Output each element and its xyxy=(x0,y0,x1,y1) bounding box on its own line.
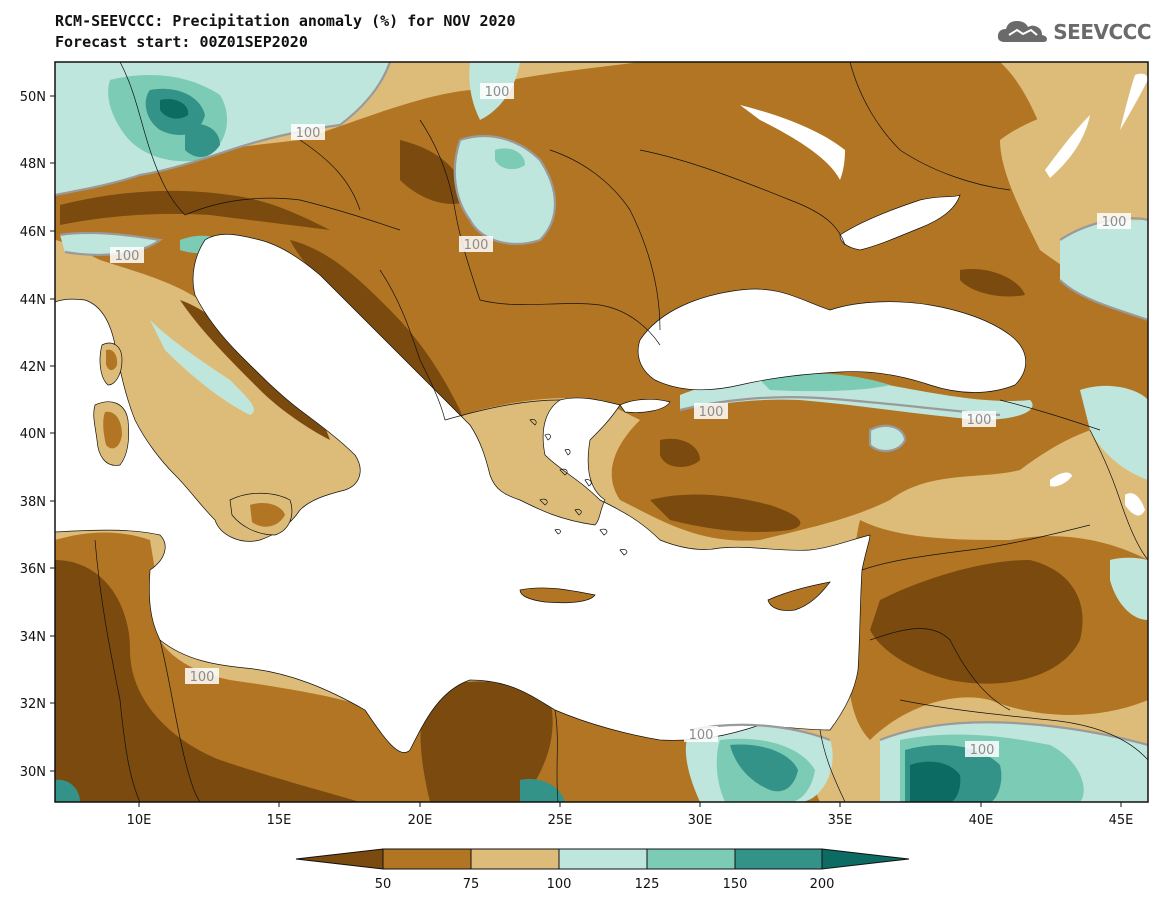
very-dry-north xyxy=(400,140,470,204)
forecast-start: Forecast start: 00Z01SEP2020 xyxy=(55,33,308,51)
contour-label: 100 xyxy=(689,728,714,743)
lon-label-25e: 25E xyxy=(548,813,573,828)
extreme-wet-core-germany xyxy=(160,98,189,119)
lon-label-15e: 15E xyxy=(267,813,292,828)
very-wet-core-poland xyxy=(185,123,220,157)
colorbar-labels: 50 75 100 125 150 200 xyxy=(375,877,835,892)
missing-data-sliver xyxy=(740,105,845,180)
lat-label-38n: 38N xyxy=(20,495,46,510)
very-dry-syria xyxy=(870,560,1083,684)
sea-mediterranean xyxy=(55,233,871,753)
colorbar-segment-lt50 xyxy=(295,848,384,870)
very-dry-alps xyxy=(60,190,330,230)
very-dry-turkey-south xyxy=(650,494,801,532)
colorbar-segment-gt200 xyxy=(821,848,910,870)
colorbar-segment-100-125 xyxy=(558,848,648,870)
lat-label-40n: 40N xyxy=(20,427,46,442)
very-dry-caucasus xyxy=(960,269,1025,297)
sea-black xyxy=(637,288,1027,393)
contour-label: 100 xyxy=(296,126,321,141)
wet-region-northeast xyxy=(1000,90,1148,250)
very-wet-core-sinai xyxy=(730,744,798,792)
map-frame xyxy=(54,61,1149,803)
dry-region-north-africa xyxy=(55,532,820,802)
lon-label-30e: 30E xyxy=(688,813,713,828)
island-crete xyxy=(519,587,596,604)
colorbar-segment-125-150 xyxy=(646,848,736,870)
country-borders xyxy=(94,62,1148,802)
contour-label: 100 xyxy=(1102,215,1127,230)
colorbar-label-125: 125 xyxy=(635,877,660,892)
lat-label-32n: 32N xyxy=(20,697,46,712)
lat-label-50n: 50N xyxy=(20,90,46,105)
sea-marmara xyxy=(619,398,671,413)
island-cyprus xyxy=(767,581,831,611)
colorbar-segment-150-200 xyxy=(734,848,823,870)
colorbar-label-150: 150 xyxy=(723,877,748,892)
colorbar-segment-50-75 xyxy=(382,848,472,870)
lon-ticks xyxy=(138,802,1122,807)
aegean-islands xyxy=(529,419,628,556)
island-corsica-core xyxy=(106,349,118,371)
colorbar-label-75: 75 xyxy=(463,877,480,892)
island-sardinia-core xyxy=(103,411,122,449)
missing-data-sliver-4 xyxy=(1050,472,1072,487)
contour-label: 100 xyxy=(970,743,995,758)
lat-label-42n: 42N xyxy=(20,360,46,375)
wet-region-turkey-lake xyxy=(870,425,905,452)
contour-label: 100 xyxy=(190,670,215,685)
wet-region-iraq xyxy=(1110,557,1148,620)
logo-text: SEEVCCC xyxy=(1053,20,1151,44)
lat-label-48n: 48N xyxy=(20,157,46,172)
lon-labels: 10E 15E 20E 25E 30E 35E 40E 45E xyxy=(127,813,1134,828)
lat-label-44n: 44N xyxy=(20,293,46,308)
contour-label: 100 xyxy=(485,85,510,100)
sea-azov xyxy=(839,194,961,251)
anomaly-field xyxy=(55,62,1148,802)
missing-data-sliver-2 xyxy=(1120,73,1148,130)
colorbar-label-50: 50 xyxy=(375,877,392,892)
map-title: RCM-SEEVCCC: Precipitation anomaly (%) f… xyxy=(55,12,516,30)
lat-label-30n: 30N xyxy=(20,765,46,780)
cloud-icon xyxy=(998,21,1048,42)
very-wet-core-libya xyxy=(55,779,80,802)
contour-label: 100 xyxy=(115,249,140,264)
missing-data-sliver-3 xyxy=(1045,115,1090,178)
lat-labels: 50N 48N 46N 44N 42N 40N 38N 36N 34N 32N … xyxy=(20,90,46,780)
contour-label: 100 xyxy=(464,238,489,253)
island-sicily-core xyxy=(250,503,285,527)
lon-label-45e: 45E xyxy=(1109,813,1134,828)
lon-label-35e: 35E xyxy=(828,813,853,828)
wet-region-caucasus xyxy=(1080,385,1148,480)
colorbar xyxy=(295,848,910,870)
colorbar-segment-75-100 xyxy=(470,848,560,870)
contour-label: 100 xyxy=(699,405,724,420)
very-dry-egypt xyxy=(420,681,553,802)
colorbar-label-100: 100 xyxy=(547,877,572,892)
colorbar-label-200: 200 xyxy=(810,877,835,892)
lon-label-10e: 10E xyxy=(127,813,152,828)
wet-region-carpathians xyxy=(454,136,555,244)
lat-ticks xyxy=(50,95,55,772)
lon-label-20e: 20E xyxy=(408,813,433,828)
seevccc-logo: SEEVCCC xyxy=(997,18,1151,46)
contour-label: 100 xyxy=(967,413,992,428)
dry-region-balkans xyxy=(55,62,1148,541)
missing-data-sliver-5 xyxy=(1125,493,1145,516)
lat-label-34n: 34N xyxy=(20,630,46,645)
very-wet-core-egypt xyxy=(520,779,565,802)
lat-label-36n: 36N xyxy=(20,562,46,577)
wet-region-italy-coast xyxy=(150,320,254,415)
lon-label-40e: 40E xyxy=(969,813,994,828)
very-dry-libya xyxy=(55,560,360,802)
contour-labels: 100 100 100 100 100 100 100 100 100 100 xyxy=(110,83,1131,758)
wet-core-hungary xyxy=(495,148,525,170)
lat-label-46n: 46N xyxy=(20,225,46,240)
extreme-wet-core-arabia xyxy=(910,761,961,802)
very-dry-turkey-central xyxy=(660,438,700,467)
wet-core-turkey-coast xyxy=(760,373,890,392)
